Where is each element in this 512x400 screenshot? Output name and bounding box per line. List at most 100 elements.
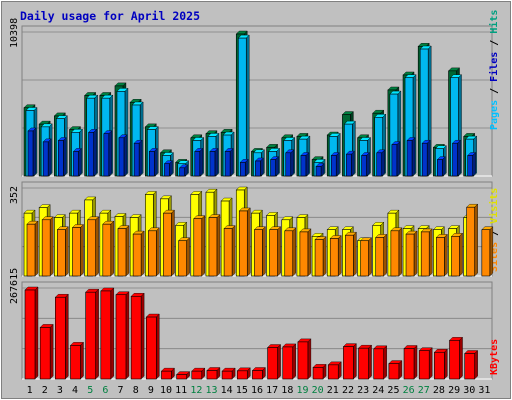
sites-bar-side	[216, 214, 221, 277]
sites-bar	[436, 237, 445, 277]
sites-bar-side	[65, 226, 69, 277]
pages-bar-side	[381, 149, 385, 177]
day-label: 19	[296, 385, 308, 396]
pages-bar-side	[290, 149, 294, 177]
day-label: 5	[87, 385, 93, 396]
day-label: 24	[372, 385, 384, 396]
kbytes-bar-side	[459, 336, 463, 380]
ylabel-files: Files	[488, 52, 500, 82]
kbytes-bar-side	[383, 345, 387, 380]
day-label: 1	[27, 385, 33, 396]
day-label: 25	[387, 385, 399, 396]
sites-bar	[26, 223, 36, 277]
sites-bar	[466, 206, 475, 277]
kbytes-bar-side	[353, 343, 357, 380]
day-label: 12	[190, 385, 202, 396]
pages-bar-side	[214, 147, 219, 177]
sites-bar-side	[413, 230, 418, 277]
pages-bar-side	[245, 158, 249, 177]
kbytes-bar-side	[125, 291, 130, 380]
kbytes-bar	[70, 345, 81, 380]
sites-bar-side	[353, 231, 357, 277]
kbytes-bar	[206, 370, 218, 380]
pages-bar	[103, 133, 110, 177]
day-label: 18	[281, 385, 293, 396]
sites-bar	[314, 239, 324, 277]
kbytes-bar-side	[368, 344, 372, 380]
kbytes-bar-side	[156, 313, 160, 380]
kbytes-bar	[434, 351, 445, 380]
kbytes-bar	[403, 348, 415, 380]
kbytes-bar	[464, 353, 475, 380]
sites-bar	[102, 223, 112, 277]
hits-panel-ylabel: Pages / Files / Hits	[488, 10, 500, 130]
pages-bar	[376, 152, 383, 177]
sites-bar-side	[398, 227, 403, 277]
pages-bar-side	[305, 152, 310, 177]
kbytes-bar-side	[277, 344, 281, 380]
pages-bar	[467, 155, 473, 177]
day-label: 20	[312, 385, 324, 396]
pages-bar	[27, 130, 34, 177]
pages-bar	[239, 162, 246, 177]
sites-bar-side	[368, 237, 372, 277]
pages-bar-side	[472, 152, 476, 177]
kbytes-bar-side	[65, 293, 69, 380]
pages-bar-side	[336, 152, 340, 177]
sites-bar	[254, 229, 263, 277]
pages-bar-side	[199, 147, 203, 177]
pages-bar	[361, 155, 367, 177]
sites-bar	[223, 228, 233, 277]
pages-bar	[300, 155, 307, 177]
sites-bar	[390, 230, 400, 277]
kbytes-panel-ymax-tick: 267615	[9, 268, 20, 304]
kbytes-bar	[221, 370, 233, 380]
sites-bar	[345, 234, 354, 277]
pages-bar	[421, 142, 428, 177]
kbytes-bar	[39, 327, 51, 380]
kbytes-bar-side	[110, 287, 115, 380]
sites-bar	[208, 217, 218, 277]
kbytes-bar	[191, 370, 203, 380]
visits-panel-ymax-tick: 352	[9, 186, 20, 204]
kbytes-panel-ylabel: KBytes	[489, 339, 500, 375]
day-label: 31	[478, 385, 490, 396]
pages-bar-side	[93, 128, 97, 177]
kbytes-bar	[85, 291, 96, 380]
day-label: 26	[403, 385, 415, 396]
sites-bar	[451, 236, 460, 277]
day-label: 2	[42, 385, 48, 396]
pages-bar-side	[169, 160, 173, 177]
kbytes-bar	[449, 340, 460, 380]
pages-bar	[179, 167, 185, 177]
day-label: 29	[448, 385, 460, 396]
ylabel-pages: Pages	[489, 100, 500, 130]
ylabel-kbytes: KBytes	[489, 339, 500, 375]
day-label: 11	[175, 385, 187, 396]
pages-bar-side	[108, 130, 113, 177]
day-label: 21	[327, 385, 339, 396]
sites-bar-side	[338, 235, 342, 277]
pages-bar-side	[457, 139, 461, 177]
kbytes-bar	[327, 364, 339, 380]
kbytes-bar	[236, 370, 248, 380]
kbytes-bar	[343, 346, 354, 380]
sites-bar-side	[459, 232, 463, 277]
sites-bar-side	[474, 203, 478, 277]
kbytes-bar	[161, 370, 172, 380]
kbytes-bar	[130, 295, 142, 380]
kbytes-bar-side	[140, 292, 145, 380]
kbytes-bar	[252, 370, 263, 380]
kbytes-bar-side	[292, 343, 296, 380]
kbytes-bar-side	[49, 323, 54, 380]
sites-bar	[117, 228, 127, 277]
day-label: 23	[357, 385, 369, 396]
day-label: 4	[72, 385, 78, 396]
sites-bar	[329, 238, 339, 277]
pages-bar	[118, 137, 125, 177]
kbytes-bar	[282, 346, 294, 380]
pages-bar	[133, 142, 140, 177]
sites-bar-side	[49, 216, 54, 277]
day-label: 10	[160, 385, 172, 396]
sites-bar-side	[34, 220, 39, 277]
